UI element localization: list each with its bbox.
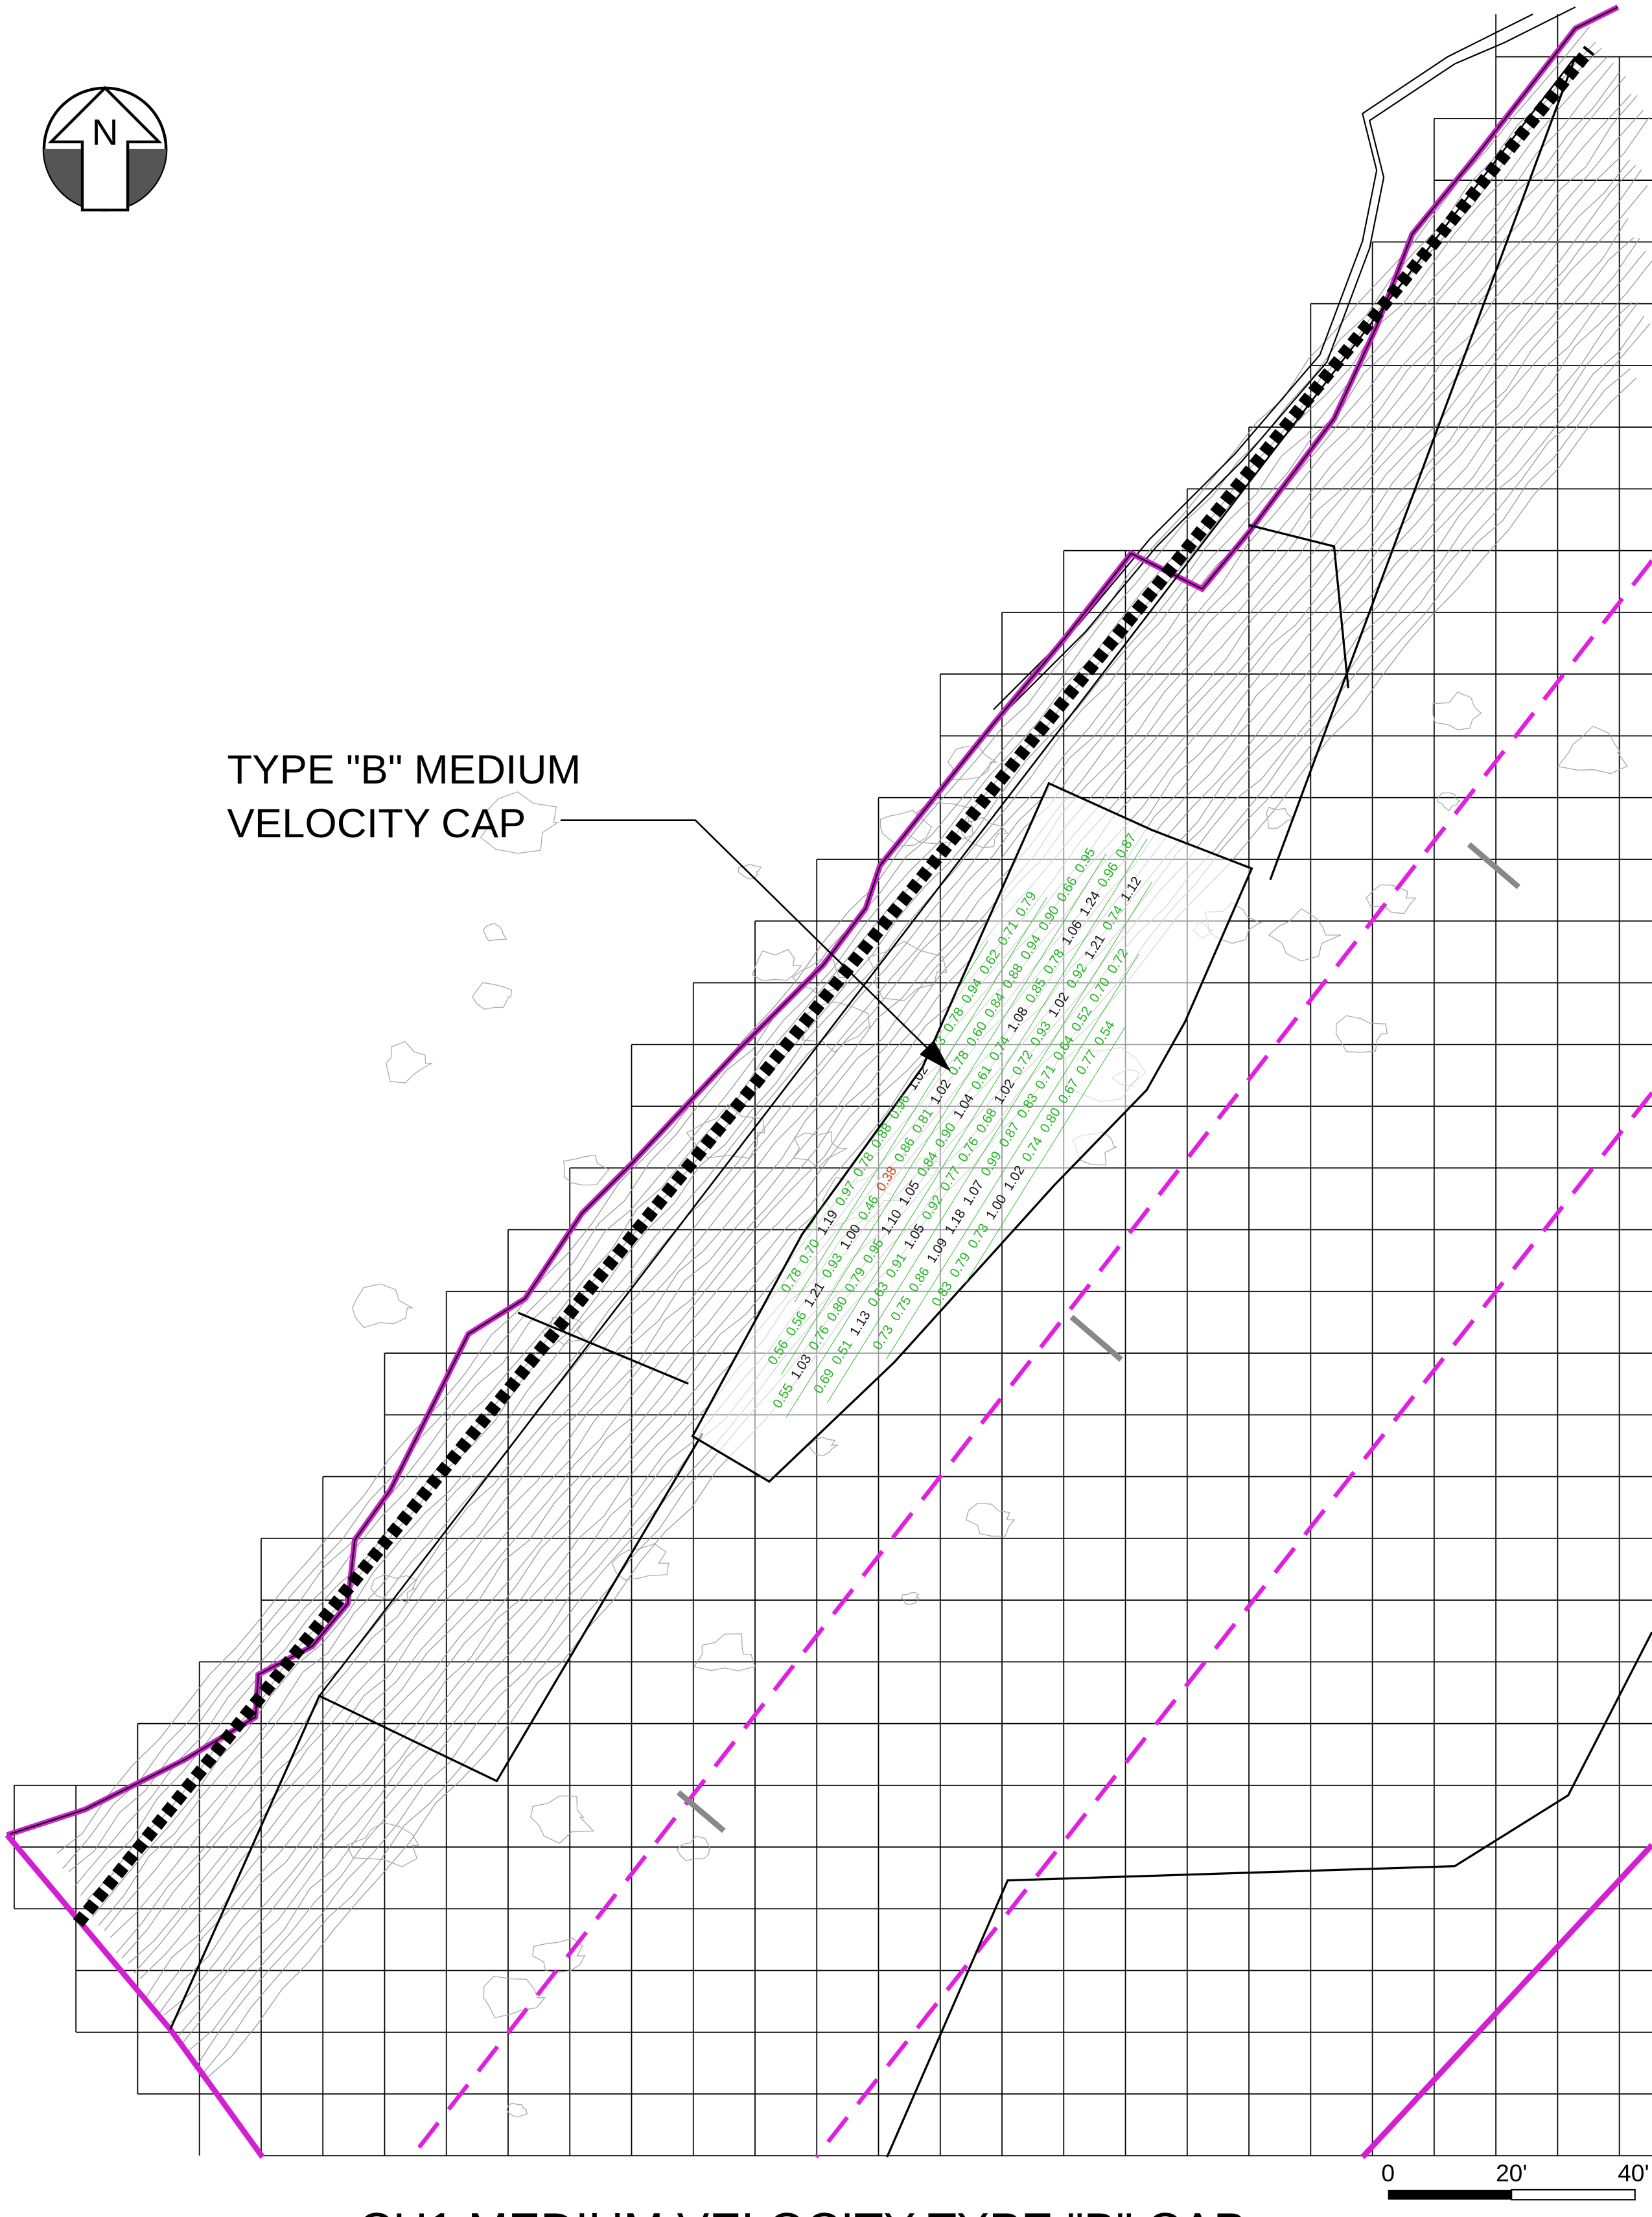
section-mark xyxy=(1469,844,1519,887)
contour xyxy=(386,1041,432,1083)
contour xyxy=(1366,885,1415,913)
north-label: N xyxy=(91,111,118,153)
contour xyxy=(122,160,1630,1958)
survey-grid xyxy=(14,14,1652,2156)
contour xyxy=(1269,909,1341,961)
drawing-title: CH1 MEDIUM VELOCITY TYPE "B" CAP xyxy=(358,2203,1246,2217)
callout-text: TYPE "B" MEDIUM xyxy=(227,747,581,793)
contour xyxy=(1433,692,1482,730)
contour xyxy=(564,1155,609,1185)
north-arrow: N xyxy=(44,88,166,210)
page: 0.770.750.950.910.960.840.880.790.810.74… xyxy=(0,0,1652,2217)
contour xyxy=(1336,1016,1388,1052)
scale-label: 40' xyxy=(1618,2159,1649,2187)
work-area-line xyxy=(170,1434,703,2030)
velocity-reading: 0.96 xyxy=(863,1077,890,1108)
contour xyxy=(57,27,1590,1853)
scale-label: 20' xyxy=(1496,2159,1528,2187)
callout: TYPE "B" MEDIUM VELOCITY CAP xyxy=(227,747,951,1072)
contour xyxy=(128,165,1636,1964)
contour xyxy=(117,117,1649,1953)
velocity-cap-area xyxy=(693,783,1252,1481)
contour xyxy=(1437,793,1460,811)
contour xyxy=(902,1592,918,1604)
contour xyxy=(483,923,506,941)
pipeline xyxy=(78,50,1589,1923)
contour xyxy=(110,110,1643,1937)
contour xyxy=(472,982,512,1009)
contour xyxy=(104,95,1637,1931)
contour xyxy=(134,170,1642,1973)
site-boundary xyxy=(7,1835,262,2157)
contour xyxy=(880,810,931,846)
contour xyxy=(140,185,1647,1979)
contour xyxy=(531,1796,594,1843)
contours xyxy=(57,27,1652,2117)
scale-segment xyxy=(1388,2190,1512,2200)
contour xyxy=(1558,726,1627,774)
scale-segment xyxy=(1511,2190,1635,2200)
contour xyxy=(483,1977,544,2018)
contour xyxy=(793,1132,847,1168)
work-area-line xyxy=(320,57,1576,1696)
scale-label: 0 xyxy=(1381,2159,1395,2187)
site-plan: 0.770.750.950.910.960.840.880.790.810.74… xyxy=(0,0,1652,2217)
contour xyxy=(99,94,1631,1925)
scale-bar: 0 20' 40' xyxy=(1381,2159,1649,2200)
section-mark xyxy=(679,1793,724,1831)
callout-text: VELOCITY CAP xyxy=(227,801,526,846)
velocity-reading: 0.84 xyxy=(881,1049,908,1079)
contour xyxy=(146,218,1628,1997)
contour xyxy=(694,1634,755,1671)
contour xyxy=(966,1503,1014,1537)
site-boundary xyxy=(1362,1845,1652,2157)
contour xyxy=(507,2103,527,2117)
contour xyxy=(353,1284,413,1327)
